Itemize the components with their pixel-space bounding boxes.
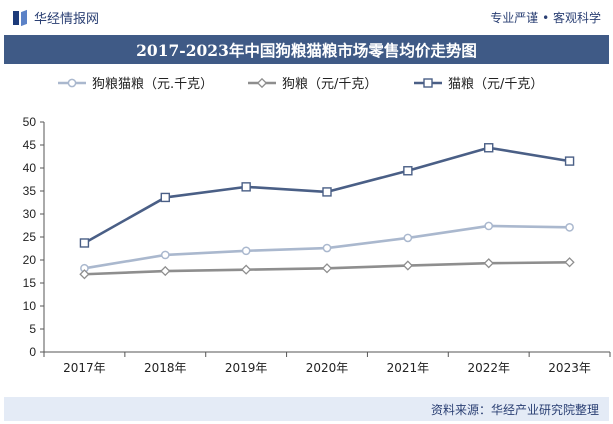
legend-marker	[256, 77, 268, 89]
data-point	[241, 182, 251, 192]
legend-label: 狗粮（元/千克）	[282, 77, 377, 92]
data-point	[564, 257, 575, 268]
brand-logo: 华经情报网	[12, 8, 99, 27]
data-point	[403, 166, 413, 176]
series-1	[80, 221, 574, 273]
slogan: 专业严谨 • 客观科学	[490, 11, 601, 25]
data-point	[321, 263, 333, 274]
title-bar: 2017-2023年中国狗粮猫粮市场零售均价走势图	[4, 35, 609, 64]
data-point	[403, 233, 413, 243]
logo-icon	[12, 10, 28, 26]
legend-item: 猫粮（元/千克）	[414, 77, 543, 92]
y-tick-label: 45	[23, 138, 37, 152]
x-tick-label: 2021年	[387, 361, 430, 375]
data-point	[241, 246, 251, 256]
data-point	[160, 250, 170, 260]
legend-label: 猫粮（元/千克）	[448, 77, 543, 92]
legend-marker	[423, 78, 433, 88]
data-point	[160, 192, 170, 203]
y-tick-label: 20	[23, 253, 37, 267]
data-point	[484, 221, 494, 231]
data-point	[79, 269, 90, 280]
y-tick-label: 25	[23, 230, 37, 244]
data-point	[322, 187, 332, 197]
source-note: 资料来源：华经产业研究院整理	[430, 403, 599, 417]
footer-bar: 资料来源：华经产业研究院整理	[4, 397, 609, 421]
data-point	[402, 260, 413, 271]
data-point	[160, 265, 171, 277]
y-tick-label: 30	[23, 207, 37, 221]
legend-label: 狗粮猫粮（元.千克）	[92, 77, 213, 92]
legend-item: 狗粮（元/千克）	[248, 77, 377, 92]
series-group	[79, 143, 575, 280]
x-tick-label: 2017年	[63, 361, 106, 375]
y-tick-label: 0	[29, 345, 36, 359]
x-tick-label: 2023年	[548, 361, 591, 375]
data-point	[483, 258, 494, 269]
brand-name: 华经情报网	[34, 12, 100, 27]
data-point	[79, 238, 90, 248]
axes: 0 5 10 15 20 25 30 35 40 45 50 2017年 2018年 2019年 2020年…	[23, 115, 611, 375]
y-tick-label: 40	[23, 161, 37, 175]
y-tick-label: 15	[23, 276, 37, 290]
legend-marker	[67, 78, 77, 88]
x-tick-label: 2019年	[225, 361, 268, 375]
legend: 狗粮猫粮（元.千克） 狗粮（元/千克） 猫粮（元/千克）	[58, 77, 543, 92]
series-2	[79, 257, 575, 280]
x-tick-label: 2020年	[306, 361, 349, 375]
y-tick-label: 5	[29, 322, 36, 336]
y-tick-label: 10	[23, 299, 37, 313]
x-tick-label: 2022年	[467, 361, 510, 375]
legend-item: 狗粮猫粮（元.千克）	[58, 77, 213, 92]
chart-title: 2017-2023年中国狗粮猫粮市场零售均价走势图	[136, 41, 477, 60]
data-point	[565, 222, 574, 232]
data-point	[484, 143, 494, 153]
y-tick-label: 50	[23, 115, 37, 129]
data-point	[322, 243, 332, 253]
x-tick-label: 2018年	[144, 361, 187, 375]
data-point	[564, 156, 575, 166]
top-bar: 华经情报网 专业严谨 • 客观科学	[0, 0, 613, 34]
y-tick-label: 35	[23, 184, 37, 198]
series-3	[79, 143, 575, 248]
data-point	[241, 264, 252, 275]
